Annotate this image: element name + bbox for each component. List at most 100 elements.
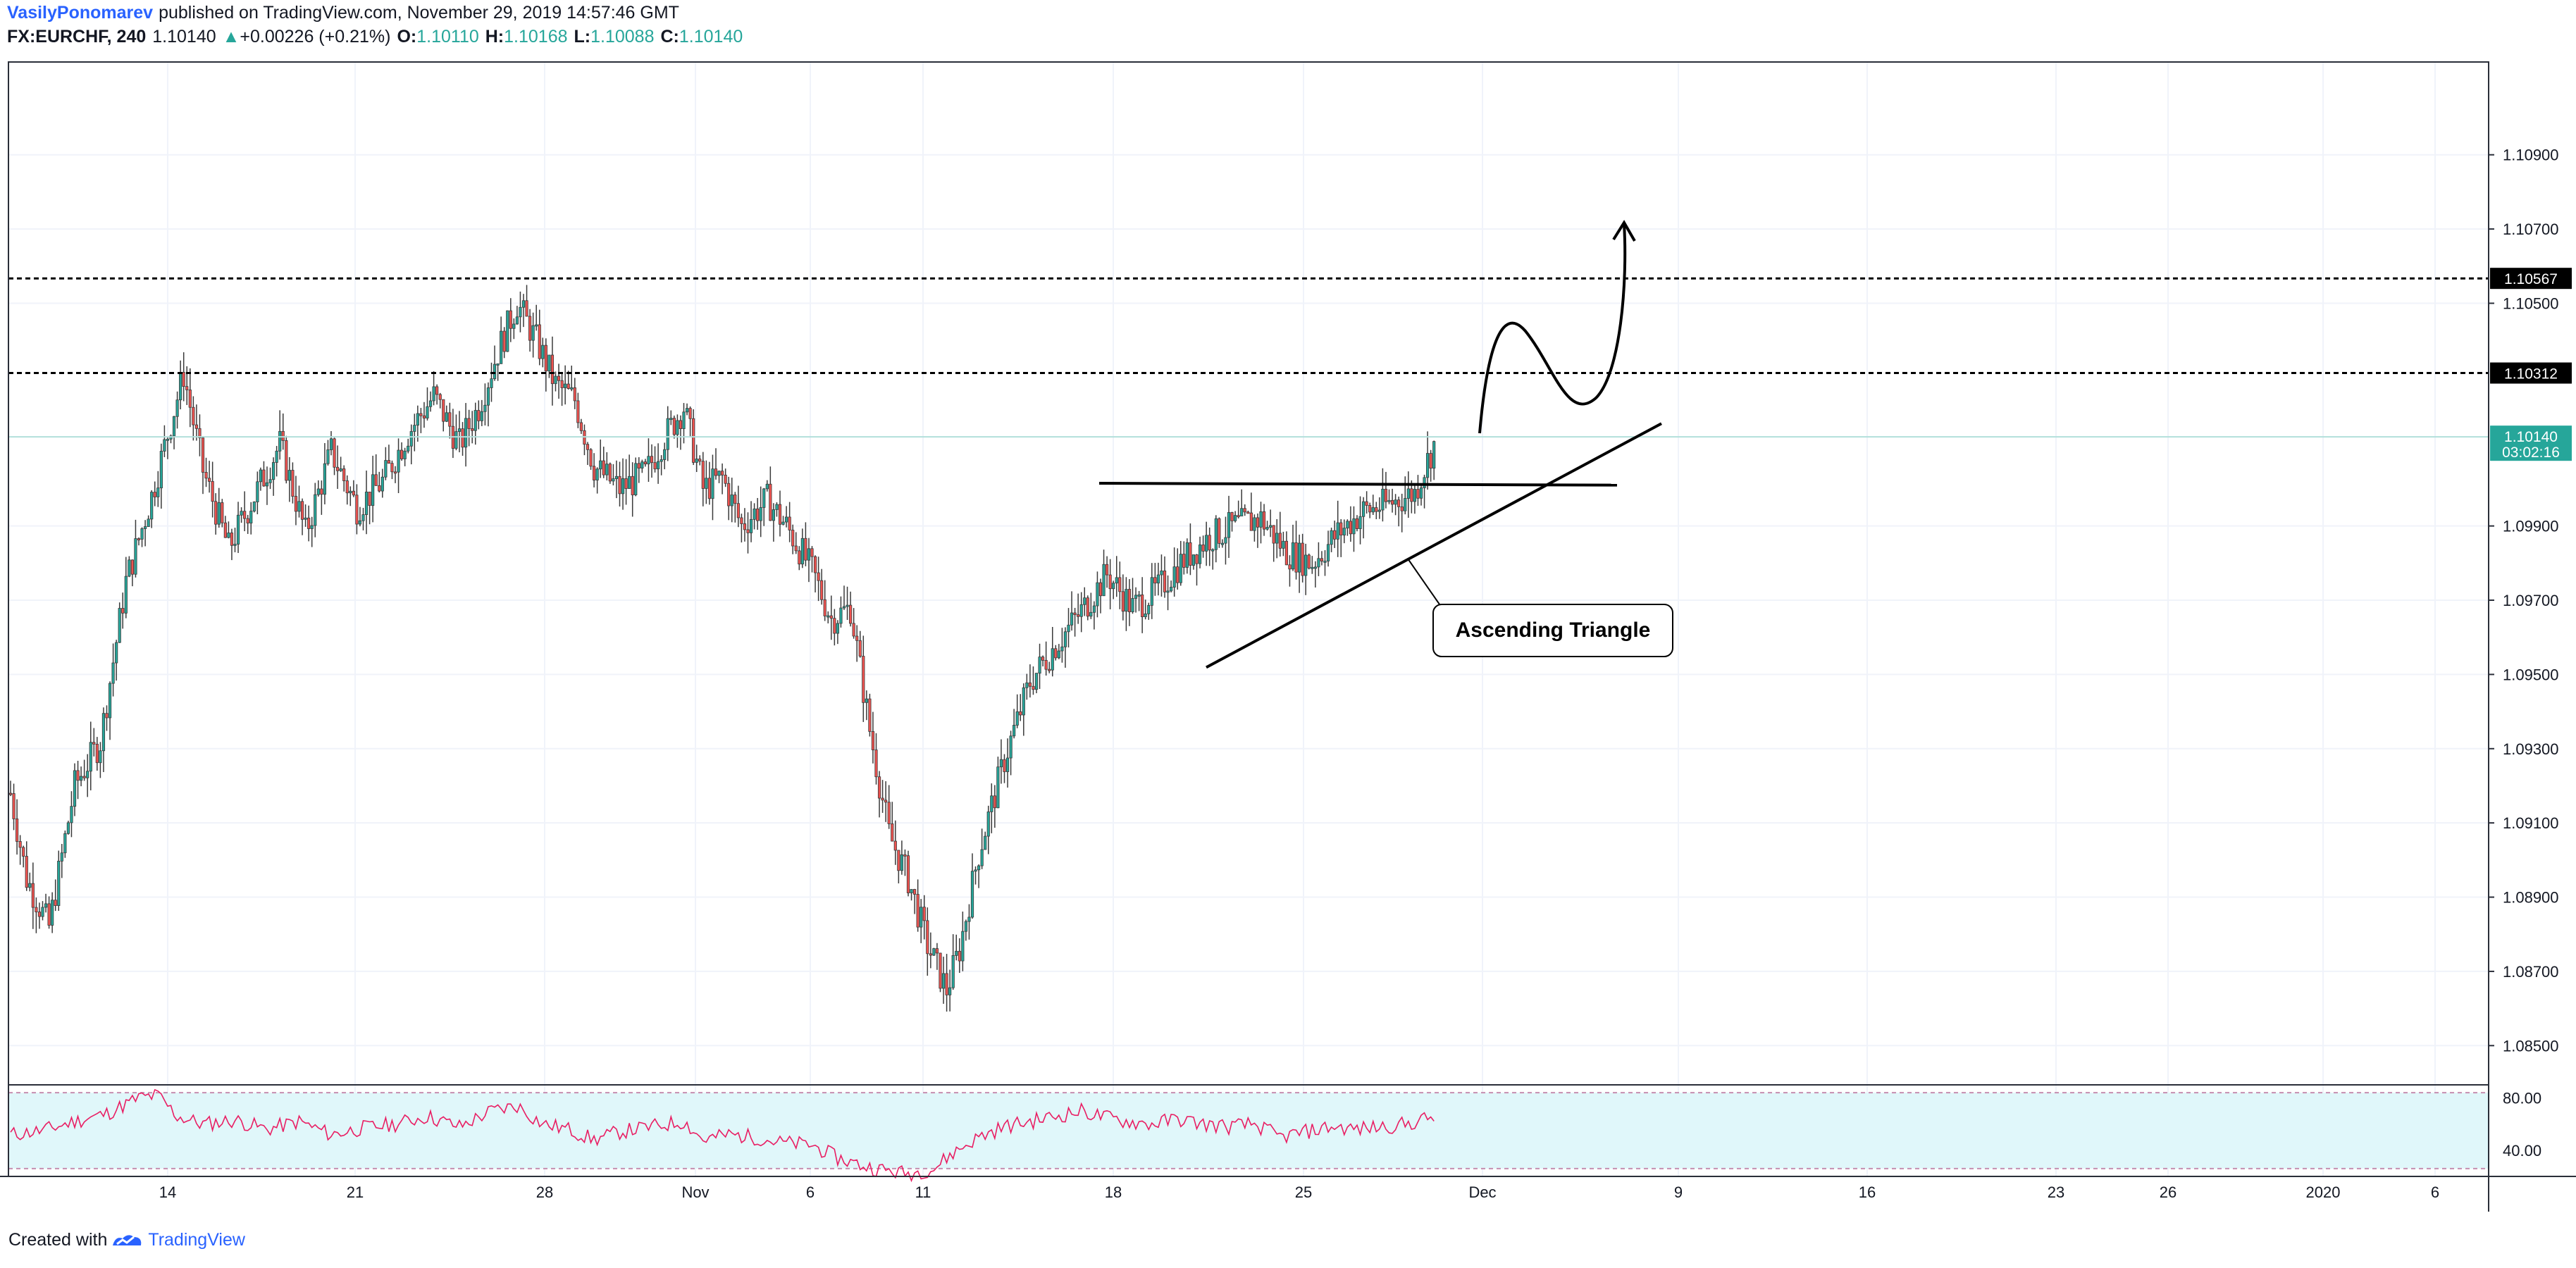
rsi-tick-label: 80.00 bbox=[2503, 1090, 2541, 1107]
candle-body bbox=[541, 344, 545, 359]
candle-body bbox=[903, 854, 907, 857]
candle-body bbox=[547, 354, 551, 372]
candle-body bbox=[172, 416, 176, 437]
candle-body bbox=[201, 437, 205, 473]
level-tag-label-1: 1.10567 bbox=[2504, 271, 2558, 287]
candle-body bbox=[823, 599, 826, 616]
time-tick-label: 6 bbox=[2431, 1183, 2439, 1201]
candle-body bbox=[37, 912, 42, 917]
candle-body bbox=[955, 950, 958, 956]
candle-body bbox=[1246, 511, 1250, 514]
candle-body bbox=[1153, 577, 1157, 584]
candle-body bbox=[788, 516, 791, 530]
candle-body bbox=[1102, 564, 1106, 597]
candle-body bbox=[919, 907, 923, 928]
candle-body bbox=[339, 468, 342, 471]
candle-body bbox=[862, 656, 865, 703]
candle-body bbox=[1307, 554, 1311, 568]
candle-body bbox=[371, 474, 375, 506]
callout-pointer bbox=[1407, 558, 1445, 612]
candle-body bbox=[445, 412, 448, 422]
candle-body bbox=[509, 310, 512, 329]
candle-body bbox=[1282, 540, 1285, 549]
candle-body bbox=[874, 750, 878, 778]
candle-body bbox=[852, 623, 855, 637]
candle-body bbox=[826, 615, 830, 618]
candle-body bbox=[829, 615, 833, 619]
candle-body bbox=[538, 324, 541, 359]
candle-body bbox=[714, 468, 718, 476]
candle-body bbox=[685, 408, 689, 413]
candle-body bbox=[579, 422, 583, 431]
candle-body bbox=[41, 907, 44, 917]
candle-body bbox=[92, 742, 96, 745]
support-trendline bbox=[1206, 422, 1662, 669]
candle-body bbox=[1067, 624, 1070, 633]
candle-body bbox=[672, 418, 676, 435]
candle-body bbox=[1355, 518, 1359, 529]
candle-body bbox=[740, 517, 743, 524]
publisher-link[interactable]: VasilyPonomarev bbox=[7, 3, 154, 23]
candle-body bbox=[35, 907, 38, 912]
candle-body bbox=[1137, 594, 1141, 597]
candle-body bbox=[858, 640, 862, 657]
candle-body bbox=[682, 411, 686, 429]
level-tag-1 bbox=[2490, 268, 2572, 290]
last-price: 1.10140 bbox=[152, 27, 216, 46]
candle-body bbox=[1259, 511, 1263, 528]
candle-body bbox=[906, 855, 910, 893]
candle-body bbox=[916, 894, 919, 928]
candle-body bbox=[1131, 598, 1134, 613]
candle-body bbox=[1419, 487, 1423, 499]
candle-body bbox=[1019, 711, 1022, 716]
candle-body bbox=[1377, 509, 1381, 512]
candle-body bbox=[932, 948, 936, 956]
candle-body bbox=[1009, 735, 1013, 759]
symbol-label[interactable]: FX:EURCHF, 240 bbox=[7, 27, 147, 46]
candle-body bbox=[1195, 554, 1199, 564]
candle-body bbox=[393, 471, 397, 474]
candle-body bbox=[240, 511, 243, 516]
candle-body bbox=[945, 973, 948, 995]
candle-body bbox=[1089, 611, 1093, 617]
candle-body bbox=[1413, 489, 1416, 502]
candle-body bbox=[1013, 725, 1016, 737]
candle-body bbox=[554, 375, 557, 385]
candle-body bbox=[403, 450, 407, 459]
candle-body bbox=[262, 469, 266, 487]
candle-body bbox=[1384, 488, 1388, 502]
candle-body bbox=[1346, 521, 1349, 529]
candle-body bbox=[233, 544, 237, 546]
price-tick-label: 1.09900 bbox=[2503, 518, 2559, 535]
candle-body bbox=[390, 463, 394, 473]
candle-body bbox=[73, 770, 77, 807]
candle-body bbox=[570, 387, 574, 390]
candle-body bbox=[621, 478, 625, 495]
candle-body bbox=[8, 792, 13, 795]
candle-body bbox=[99, 750, 102, 764]
candle-body bbox=[891, 823, 894, 842]
callout-label: Ascending Triangle bbox=[1456, 619, 1651, 642]
candle-body bbox=[140, 528, 144, 540]
resistance-trendline bbox=[1098, 482, 1618, 487]
tradingview-link[interactable]: TradingView bbox=[148, 1230, 245, 1250]
candle-body bbox=[223, 522, 227, 538]
candle-body bbox=[855, 635, 859, 641]
candle-body bbox=[1211, 549, 1215, 552]
candle-body bbox=[698, 459, 702, 462]
candle-body bbox=[1278, 533, 1282, 549]
candle-body bbox=[1201, 545, 1205, 552]
candle-body bbox=[22, 847, 25, 857]
time-tick-label: 23 bbox=[2048, 1183, 2064, 1201]
candle-body bbox=[964, 921, 967, 932]
candle-body bbox=[922, 907, 926, 921]
candle-body bbox=[407, 445, 410, 452]
candle-body bbox=[1041, 657, 1045, 661]
candle-body bbox=[804, 537, 807, 561]
candle-body bbox=[586, 444, 590, 450]
candle-body bbox=[28, 883, 32, 888]
candle-body bbox=[974, 869, 977, 872]
candle-body bbox=[243, 511, 247, 519]
candle-body bbox=[304, 517, 307, 520]
